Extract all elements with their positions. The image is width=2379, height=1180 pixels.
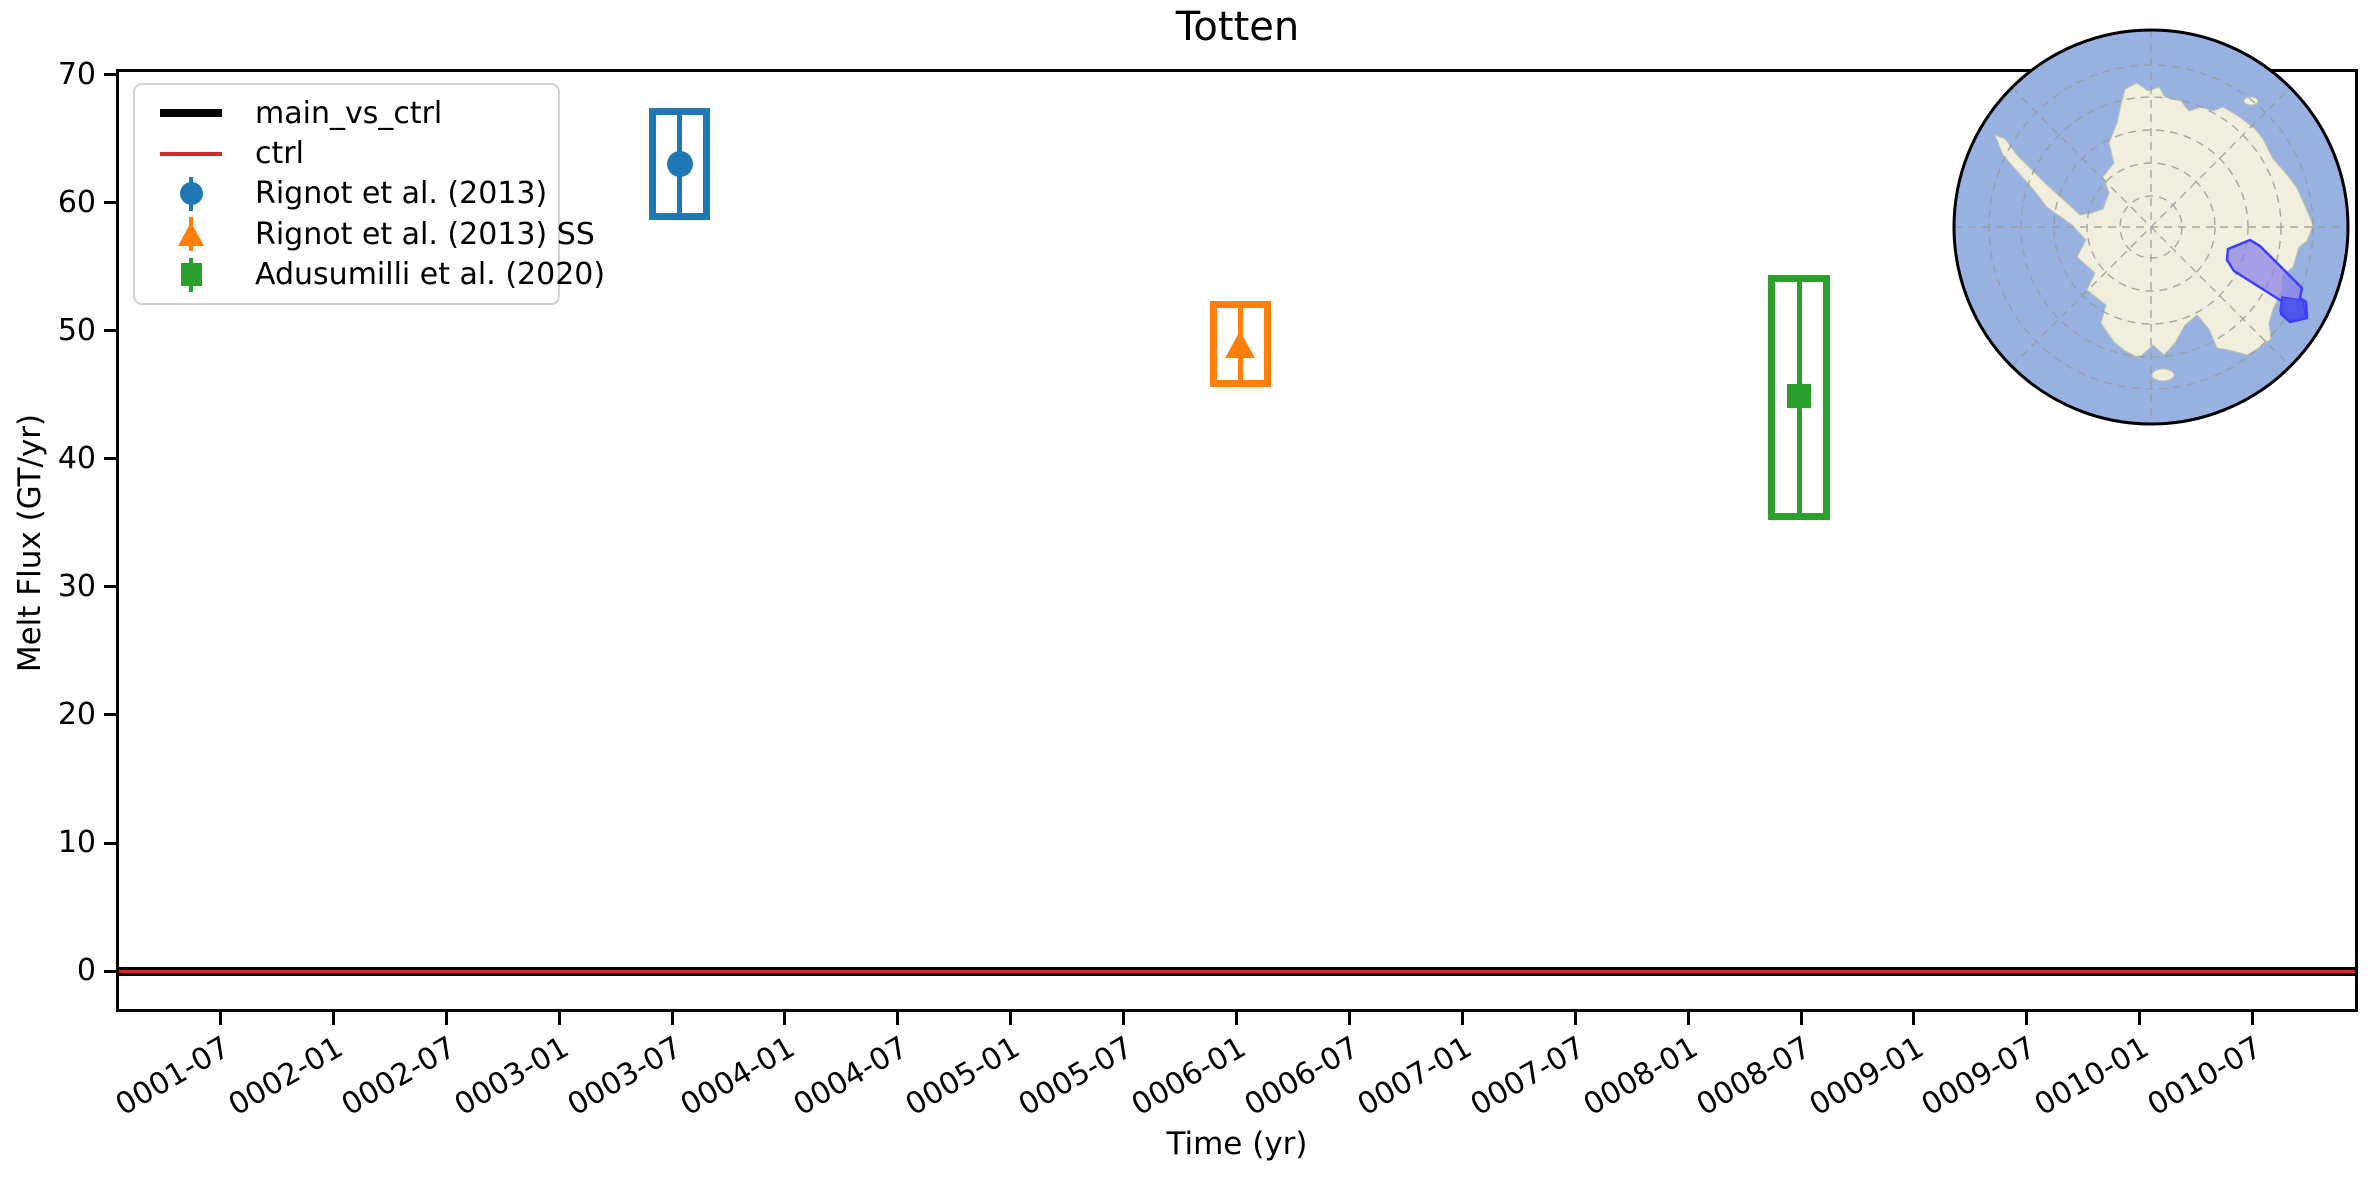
x-tick-mark — [557, 1012, 561, 1025]
x-tick-mark — [896, 1012, 900, 1025]
x-tick-label: 0007-01 — [1351, 1030, 1478, 1123]
y-tick-label: 60 — [57, 184, 96, 220]
y-tick-label: 20 — [57, 696, 96, 732]
x-tick-label: 0005-01 — [900, 1030, 1027, 1123]
x-tick-mark — [670, 1012, 674, 1025]
x-tick-mark — [1460, 1012, 1464, 1025]
x-tick-label: 0004-01 — [674, 1030, 801, 1123]
y-tick-mark — [104, 457, 117, 461]
totten-shelf-highlight — [2279, 296, 2307, 322]
triangle-marker — [1225, 330, 1256, 358]
x-tick-label: 0006-01 — [1125, 1030, 1253, 1123]
x-tick-mark — [783, 1012, 787, 1025]
x-tick-mark — [1686, 1012, 1690, 1025]
x-tick-label: 0008-01 — [1577, 1030, 1704, 1123]
legend-item: main_vs_ctrl — [145, 93, 548, 133]
y-tick-mark — [104, 201, 117, 205]
legend-label: main_vs_ctrl — [255, 95, 443, 131]
x-tick-label: 0008-07 — [1690, 1030, 1817, 1123]
map-graticule — [1954, 30, 2348, 424]
series-line-ctrl — [119, 969, 2355, 973]
map-island — [2243, 96, 2259, 106]
legend-thin-line-icon — [145, 134, 237, 174]
y-tick-label: 40 — [57, 440, 96, 476]
x-tick-label: 0003-07 — [561, 1030, 688, 1123]
y-tick-label: 0 — [76, 953, 96, 989]
map-border — [1952, 28, 2350, 426]
x-tick-mark — [1009, 1012, 1013, 1025]
legend-label: Adusumilli et al. (2020) — [255, 257, 606, 293]
x-tick-mark — [331, 1012, 335, 1025]
legend-label: ctrl — [255, 136, 304, 172]
legend-item: Adusumilli et al. (2020) — [145, 255, 605, 295]
legend-square-icon — [145, 255, 237, 295]
square-marker — [1787, 384, 1812, 409]
legend-triangle-icon — [145, 214, 237, 254]
x-tick-label: 0010-07 — [2142, 1030, 2269, 1123]
legend-circle-icon — [145, 174, 237, 214]
x-tick-mark — [1347, 1012, 1351, 1025]
x-tick-label: 0003-01 — [448, 1030, 575, 1123]
y-tick-mark — [104, 841, 117, 845]
y-tick-mark — [104, 585, 117, 589]
x-tick-mark — [444, 1012, 448, 1025]
x-tick-label: 0001-07 — [109, 1030, 236, 1123]
map-island — [2151, 368, 2175, 382]
x-tick-mark — [1235, 1012, 1239, 1025]
legend-item: Rignot et al. (2013) — [145, 174, 548, 214]
obs-box-circle — [648, 108, 711, 221]
antarctica-inset-map — [1952, 28, 2350, 426]
y-tick-label: 30 — [57, 568, 96, 604]
x-tick-label: 0004-07 — [787, 1030, 914, 1123]
x-tick-label: 0009-07 — [1916, 1030, 2043, 1123]
y-tick-label: 70 — [57, 56, 96, 92]
y-tick-label: 10 — [57, 825, 96, 860]
legend-item: ctrl — [145, 134, 548, 174]
y-tick-mark — [104, 329, 117, 333]
legend-item: Rignot et al. (2013) SS — [145, 214, 595, 254]
x-tick-label: 0002-01 — [222, 1030, 349, 1123]
x-tick-label: 0007-07 — [1464, 1030, 1591, 1123]
x-tick-label: 0006-07 — [1238, 1030, 1365, 1123]
x-tick-mark — [1912, 1012, 1916, 1025]
y-tick-mark — [104, 73, 117, 77]
y-tick-mark — [104, 713, 117, 717]
x-tick-mark — [2025, 1012, 2029, 1025]
x-tick-mark — [218, 1012, 222, 1025]
x-tick-mark — [1122, 1012, 1126, 1025]
x-tick-mark — [2138, 1012, 2142, 1025]
x-tick-label: 0005-07 — [1013, 1030, 1140, 1123]
x-tick-mark — [1799, 1012, 1803, 1025]
chart-title: Totten — [1175, 4, 1300, 50]
x-tick-label: 0010-01 — [2029, 1030, 2156, 1123]
legend-thick-line-icon — [145, 93, 237, 133]
legend-label: Rignot et al. (2013) SS — [255, 216, 595, 252]
x-axis-label: Time (yr) — [1166, 1126, 1308, 1162]
antarctica-landmass — [1994, 82, 2314, 359]
y-tick-mark — [104, 969, 117, 973]
x-tick-mark — [1573, 1012, 1577, 1025]
x-tick-label: 0002-07 — [335, 1030, 462, 1123]
x-tick-mark — [2251, 1012, 2255, 1025]
x-tick-label: 0009-01 — [1803, 1030, 1930, 1123]
circle-marker — [666, 151, 693, 178]
y-tick-label: 50 — [57, 312, 96, 348]
legend-label: Rignot et al. (2013) — [255, 176, 548, 212]
